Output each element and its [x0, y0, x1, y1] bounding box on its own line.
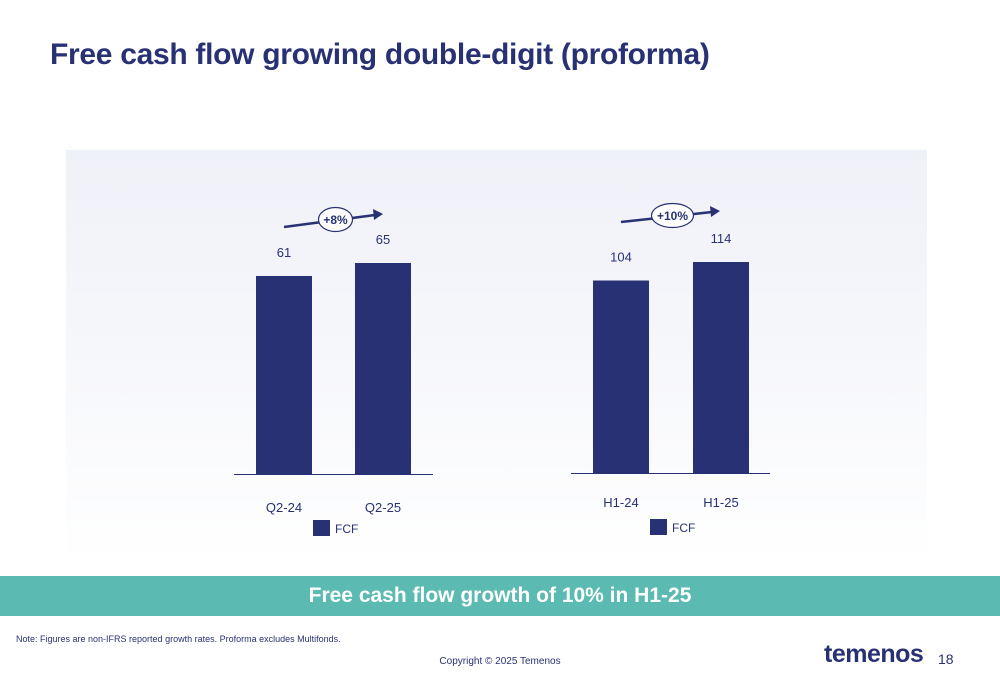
legend-label: FCF: [672, 521, 695, 535]
legend-swatch: [650, 519, 667, 535]
category-label-h1-25: H1-25: [703, 495, 738, 510]
temenos-logo: temenos: [824, 640, 924, 668]
page-title: Free cash flow growing double-digit (pro…: [50, 38, 710, 71]
growth-arrow-head: [373, 209, 383, 220]
chart-panel: [66, 150, 927, 564]
banner-text: Free cash flow growth of 10% in H1-25: [308, 584, 692, 607]
page-number: 18: [938, 651, 954, 667]
category-label-h1-24: H1-24: [603, 495, 638, 510]
bar-h1-25: [693, 262, 749, 473]
growth-label: +8%: [323, 213, 348, 227]
footnote: Note: Figures are non-IFRS reported grow…: [16, 634, 341, 644]
data-label-h1-24: 104: [610, 250, 632, 265]
bar-q2-25: [355, 263, 411, 474]
growth-label: +10%: [657, 209, 688, 223]
category-label-q2-24: Q2-24: [266, 500, 302, 515]
bar-h1-24: [593, 280, 649, 473]
growth-bubble: [650, 202, 695, 229]
growth-bubble: [317, 206, 354, 233]
data-label-q2-24: 61: [277, 245, 291, 260]
legend-label: FCF: [335, 522, 358, 536]
copyright: Copyright © 2025 Temenos: [439, 656, 561, 667]
category-label-q2-25: Q2-25: [365, 500, 401, 515]
bar-q2-24: [256, 275, 312, 474]
data-label-q2-25: 65: [376, 232, 390, 247]
data-label-h1-25: 114: [711, 231, 732, 246]
growth-arrow-head: [710, 206, 720, 217]
key-message-banner: Free cash flow growth of 10% in H1-25: [0, 576, 1000, 616]
legend-swatch: [313, 520, 330, 536]
